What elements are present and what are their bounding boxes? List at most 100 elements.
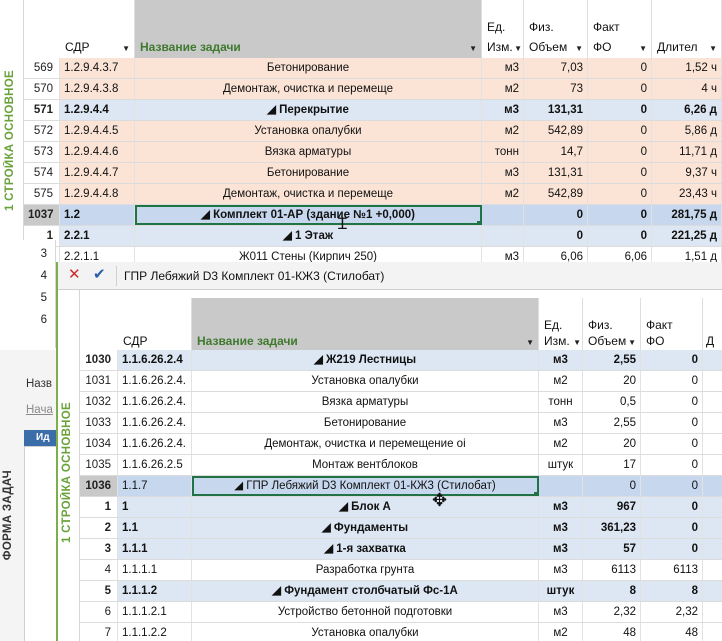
cell-dur[interactable] xyxy=(703,602,722,622)
cell-fact[interactable]: 48 xyxy=(641,623,703,641)
cell-dur[interactable]: 6,26 д xyxy=(652,100,722,120)
cell-name[interactable]: Демонтаж, очистка и перемещение оі xyxy=(192,434,539,454)
table-row[interactable]: 1030 1.1.6.26.2.4 ◢ Ж219 Лестницы м3 2,55 0 xyxy=(80,350,722,371)
view-bar[interactable]: 1 СТРОЙКА ОСНОВНОЕ xyxy=(58,290,80,641)
cell-unit[interactable]: тонн xyxy=(482,142,524,162)
cell-wbs[interactable]: 1.2.9.4.3.7 xyxy=(60,58,135,78)
cell-unit[interactable]: м2 xyxy=(482,79,524,99)
table-row[interactable]: 7 1.1.1.2.2 Установка опалубки м2 48 48 xyxy=(80,623,722,641)
cell-name[interactable]: Демонтаж, очистка и перемеще xyxy=(135,184,482,204)
cell-dur[interactable] xyxy=(703,581,722,601)
cell-wbs[interactable]: 1.2.9.4.4.7 xyxy=(60,163,135,183)
col-header-duration[interactable]: Длител ▼ xyxy=(652,0,722,59)
col-header-unit[interactable]: Ед. Изм. ▼ xyxy=(539,298,583,353)
cell-wbs[interactable]: 1.1.6.26.2.4 xyxy=(118,350,192,370)
cell-fact[interactable]: 0 xyxy=(588,79,652,99)
cell-unit[interactable]: м3 xyxy=(539,539,583,559)
cell-dur[interactable] xyxy=(703,497,722,517)
cell-wbs[interactable]: 1.1.1.2.1 xyxy=(118,602,192,622)
cell-wbs[interactable]: 1.1.6.26.2.4. xyxy=(118,413,192,433)
cell-unit[interactable]: штук xyxy=(539,455,583,475)
cell-dur[interactable]: 281,75 д xyxy=(652,205,722,225)
formula-input[interactable]: ГПР Лебяжий D3 Комплект 01-КЖ3 (Стилобат… xyxy=(124,269,385,283)
cell-fact[interactable]: 0 xyxy=(588,142,652,162)
cell-fact[interactable]: 0 xyxy=(641,371,703,391)
cell-name[interactable]: Установка опалубки xyxy=(192,623,539,641)
cell-vol[interactable]: 20 xyxy=(583,434,641,454)
cell-dur[interactable] xyxy=(703,476,722,496)
cell-unit[interactable]: м3 xyxy=(539,350,583,370)
col-header-fact[interactable]: Факт ФО ▼ xyxy=(588,0,652,59)
cell-fact[interactable]: 0 xyxy=(588,184,652,204)
cell-name[interactable]: ◢ Блок А xyxy=(192,497,539,517)
checkmark-icon[interactable]: ✔ xyxy=(93,266,106,283)
table-row[interactable]: 1 2.2.1 ◢ 1 Этаж 0 0 221,25 д xyxy=(24,226,722,247)
cell-vol[interactable]: 73 xyxy=(524,79,588,99)
cell-wbs[interactable]: 1.2.9.4.4.5 xyxy=(60,121,135,141)
cell-wbs[interactable]: 1.1.6.26.2.4. xyxy=(118,434,192,454)
cell-name[interactable]: ◢ 1-я захватка xyxy=(192,539,539,559)
cell-unit[interactable]: м3 xyxy=(482,100,524,120)
col-header-unit[interactable]: Ед. Изм. ▼ xyxy=(482,0,524,59)
cell-fact[interactable]: 0 xyxy=(641,476,703,496)
cell-vol[interactable]: 2,32 xyxy=(583,602,641,622)
cell-unit[interactable]: м3 xyxy=(482,163,524,183)
cell-vol[interactable]: 2,55 xyxy=(583,413,641,433)
cell-unit[interactable]: штук xyxy=(539,581,583,601)
cell-unit[interactable]: м2 xyxy=(539,434,583,454)
table-row[interactable]: 575 1.2.9.4.4.8 Демонтаж, очистка и переме… xyxy=(24,184,722,205)
cell-wbs[interactable]: 1.1.7 xyxy=(118,476,192,496)
cell-fact[interactable]: 0 xyxy=(641,413,703,433)
cell-fact[interactable]: 0 xyxy=(588,163,652,183)
cell-name[interactable]: Установка опалубки xyxy=(192,371,539,391)
dropdown-arrow-icon[interactable]: ▼ xyxy=(469,44,477,53)
dropdown-arrow-icon[interactable]: ▼ xyxy=(514,44,522,53)
cell-vol[interactable]: 2,55 xyxy=(583,350,641,370)
cell-unit[interactable]: м3 xyxy=(482,58,524,78)
col-header-volume[interactable]: Физ. Объем ▼ xyxy=(583,298,641,353)
cell-fact[interactable]: 0 xyxy=(588,205,652,225)
cell-wbs[interactable]: 1.2.9.4.3.8 xyxy=(60,79,135,99)
cell-vol[interactable]: 542,89 xyxy=(524,184,588,204)
cell-name[interactable]: Устройство бетонной подготовки xyxy=(192,602,539,622)
cell-dur[interactable]: 9,37 ч xyxy=(652,163,722,183)
cell-dur[interactable] xyxy=(703,623,722,641)
cell-dur[interactable]: 23,43 ч xyxy=(652,184,722,204)
cell-vol[interactable]: 0 xyxy=(583,476,641,496)
table-row[interactable]: 1037 1.2 ◢ Комплект 01-АР (здание №1 +0,00… xyxy=(24,205,722,226)
cell-wbs[interactable]: 2.2.1 xyxy=(60,226,135,246)
cell-fact[interactable]: 0 xyxy=(641,392,703,412)
cell-dur[interactable] xyxy=(703,455,722,475)
cell-name[interactable]: ◢ ГПР Лебяжий D3 Комплект 01-КЖ3 (Стилоб… xyxy=(192,476,539,496)
cell-wbs[interactable]: 1 xyxy=(118,497,192,517)
cell-wbs[interactable]: 1.1.6.26.2.4. xyxy=(118,392,192,412)
table-row[interactable]: 1033 1.1.6.26.2.4. Бетонирование м3 2,55 0 xyxy=(80,413,722,434)
col-header-task-name[interactable]: Название задачи ▼ xyxy=(192,298,539,353)
cell-wbs[interactable]: 1.1.1 xyxy=(118,539,192,559)
cell-dur[interactable]: 221,25 д xyxy=(652,226,722,246)
cell-fact[interactable]: 0 xyxy=(641,539,703,559)
cell-unit[interactable]: м3 xyxy=(539,560,583,580)
cell-name[interactable]: Демонтаж, очистка и перемеще xyxy=(135,79,482,99)
cell-fact[interactable]: 0 xyxy=(641,350,703,370)
cell-fact[interactable]: 0 xyxy=(588,226,652,246)
cancel-x-icon[interactable]: ✕ xyxy=(68,266,81,283)
cell-fact[interactable]: 8 xyxy=(641,581,703,601)
cell-fact[interactable]: 0 xyxy=(588,58,652,78)
cell-vol[interactable]: 6,06 xyxy=(524,247,588,267)
dropdown-arrow-icon[interactable]: ▼ xyxy=(526,338,534,347)
cell-fact[interactable]: 0 xyxy=(588,121,652,141)
cell-wbs[interactable]: 1.2 xyxy=(60,205,135,225)
cell-vol[interactable]: 131,31 xyxy=(524,163,588,183)
cell-unit[interactable]: м3 xyxy=(482,247,524,267)
cell-vol[interactable]: 57 xyxy=(583,539,641,559)
cell-unit[interactable] xyxy=(482,226,524,246)
cell-unit[interactable]: м3 xyxy=(539,497,583,517)
start-link[interactable]: Нача xyxy=(26,404,53,416)
cell-wbs[interactable]: 1.1.6.26.2.5 xyxy=(118,455,192,475)
table-row[interactable]: 1032 1.1.6.26.2.4. Вязка арматуры тонн 0,5 0 xyxy=(80,392,722,413)
cell-unit[interactable]: м3 xyxy=(539,518,583,538)
dropdown-arrow-icon[interactable]: ▼ xyxy=(639,44,647,53)
col-header-volume[interactable]: Физ. Объем ▼ xyxy=(524,0,588,59)
